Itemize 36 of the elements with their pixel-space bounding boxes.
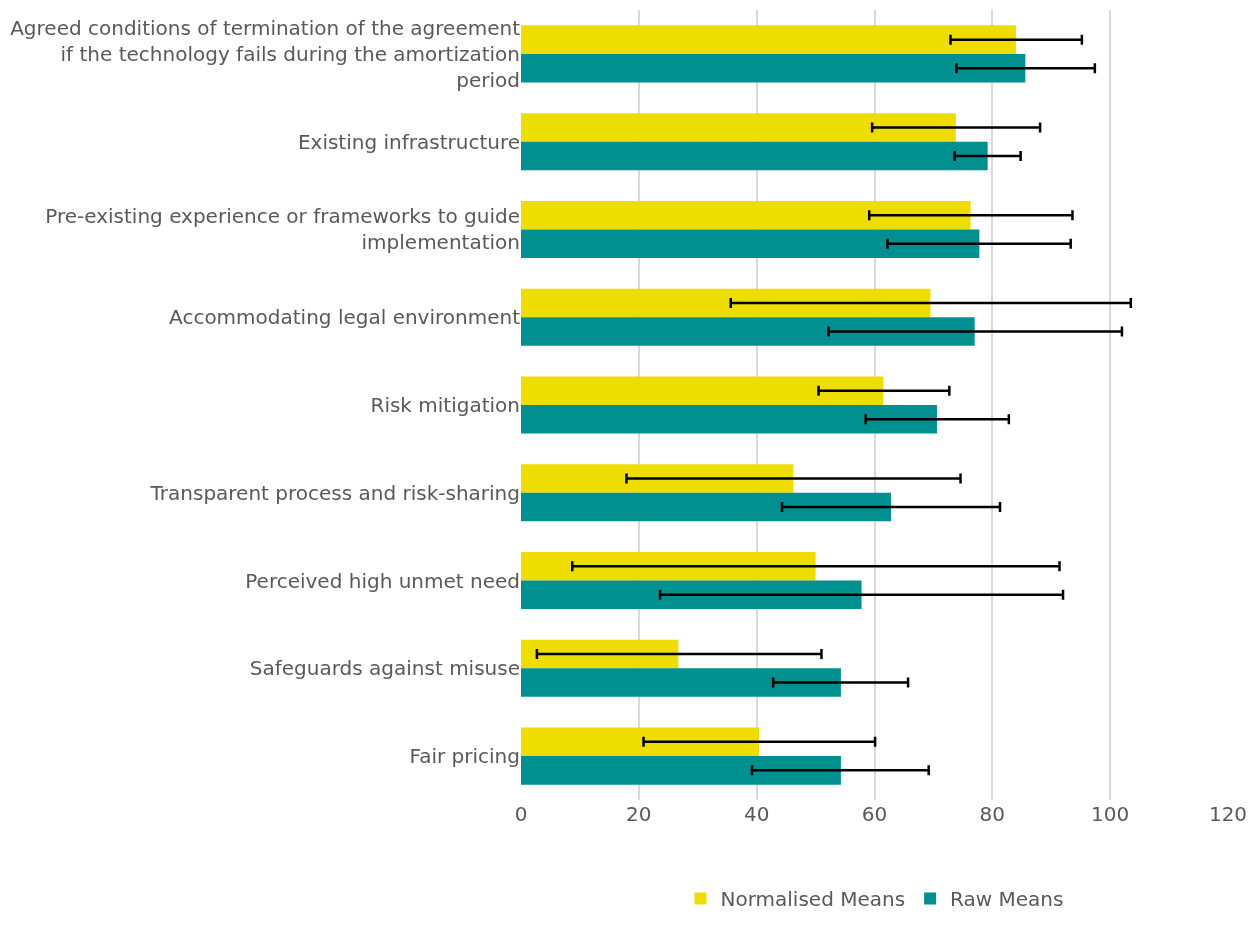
bar <box>521 25 1016 54</box>
bar <box>521 288 931 318</box>
bar <box>521 200 971 230</box>
bar <box>521 141 988 171</box>
x-tick-label: 0 <box>514 802 528 826</box>
y-tick-label: Accommodating legal environment <box>169 305 521 330</box>
y-tick-label: Fair pricing <box>409 744 520 769</box>
x-tick-label: 80 <box>979 802 1006 826</box>
x-tick-label: 20 <box>626 802 652 826</box>
y-tick-label: Pre-existing experience or frameworks to guide implementation <box>45 204 520 255</box>
bar <box>521 756 841 785</box>
x-tick-label: 60 <box>861 802 888 826</box>
y-tick-label: Agreed conditions of termination of the agreement if the technology fails during the amortization period <box>10 15 521 92</box>
y-tick-label: Risk mitigation <box>370 393 520 417</box>
bar <box>521 464 794 493</box>
y-tick-label: Transparent process and risk-sharing <box>149 480 520 505</box>
x-tick-label: 40 <box>743 802 770 826</box>
bar <box>521 405 937 434</box>
bar <box>521 552 816 581</box>
bar <box>521 668 841 697</box>
bar <box>521 580 862 610</box>
y-tick-label: Safeguards against misuse <box>249 656 520 681</box>
bar <box>521 639 679 669</box>
bar <box>521 492 891 522</box>
bar <box>521 317 975 346</box>
bar <box>521 53 1026 83</box>
y-tick-label: Existing infrastructure <box>297 129 520 154</box>
x-tick-label: 100 <box>1091 802 1130 826</box>
legend-label: Normalised Means <box>720 887 906 912</box>
x-tick-label: 120 <box>1208 802 1248 826</box>
bar <box>521 376 884 405</box>
bar <box>521 229 980 258</box>
bar <box>521 727 760 757</box>
y-tick-label: Perceived high unmet need <box>245 568 520 593</box>
bar <box>521 113 956 142</box>
legend-label: Raw Means <box>950 887 1064 912</box>
